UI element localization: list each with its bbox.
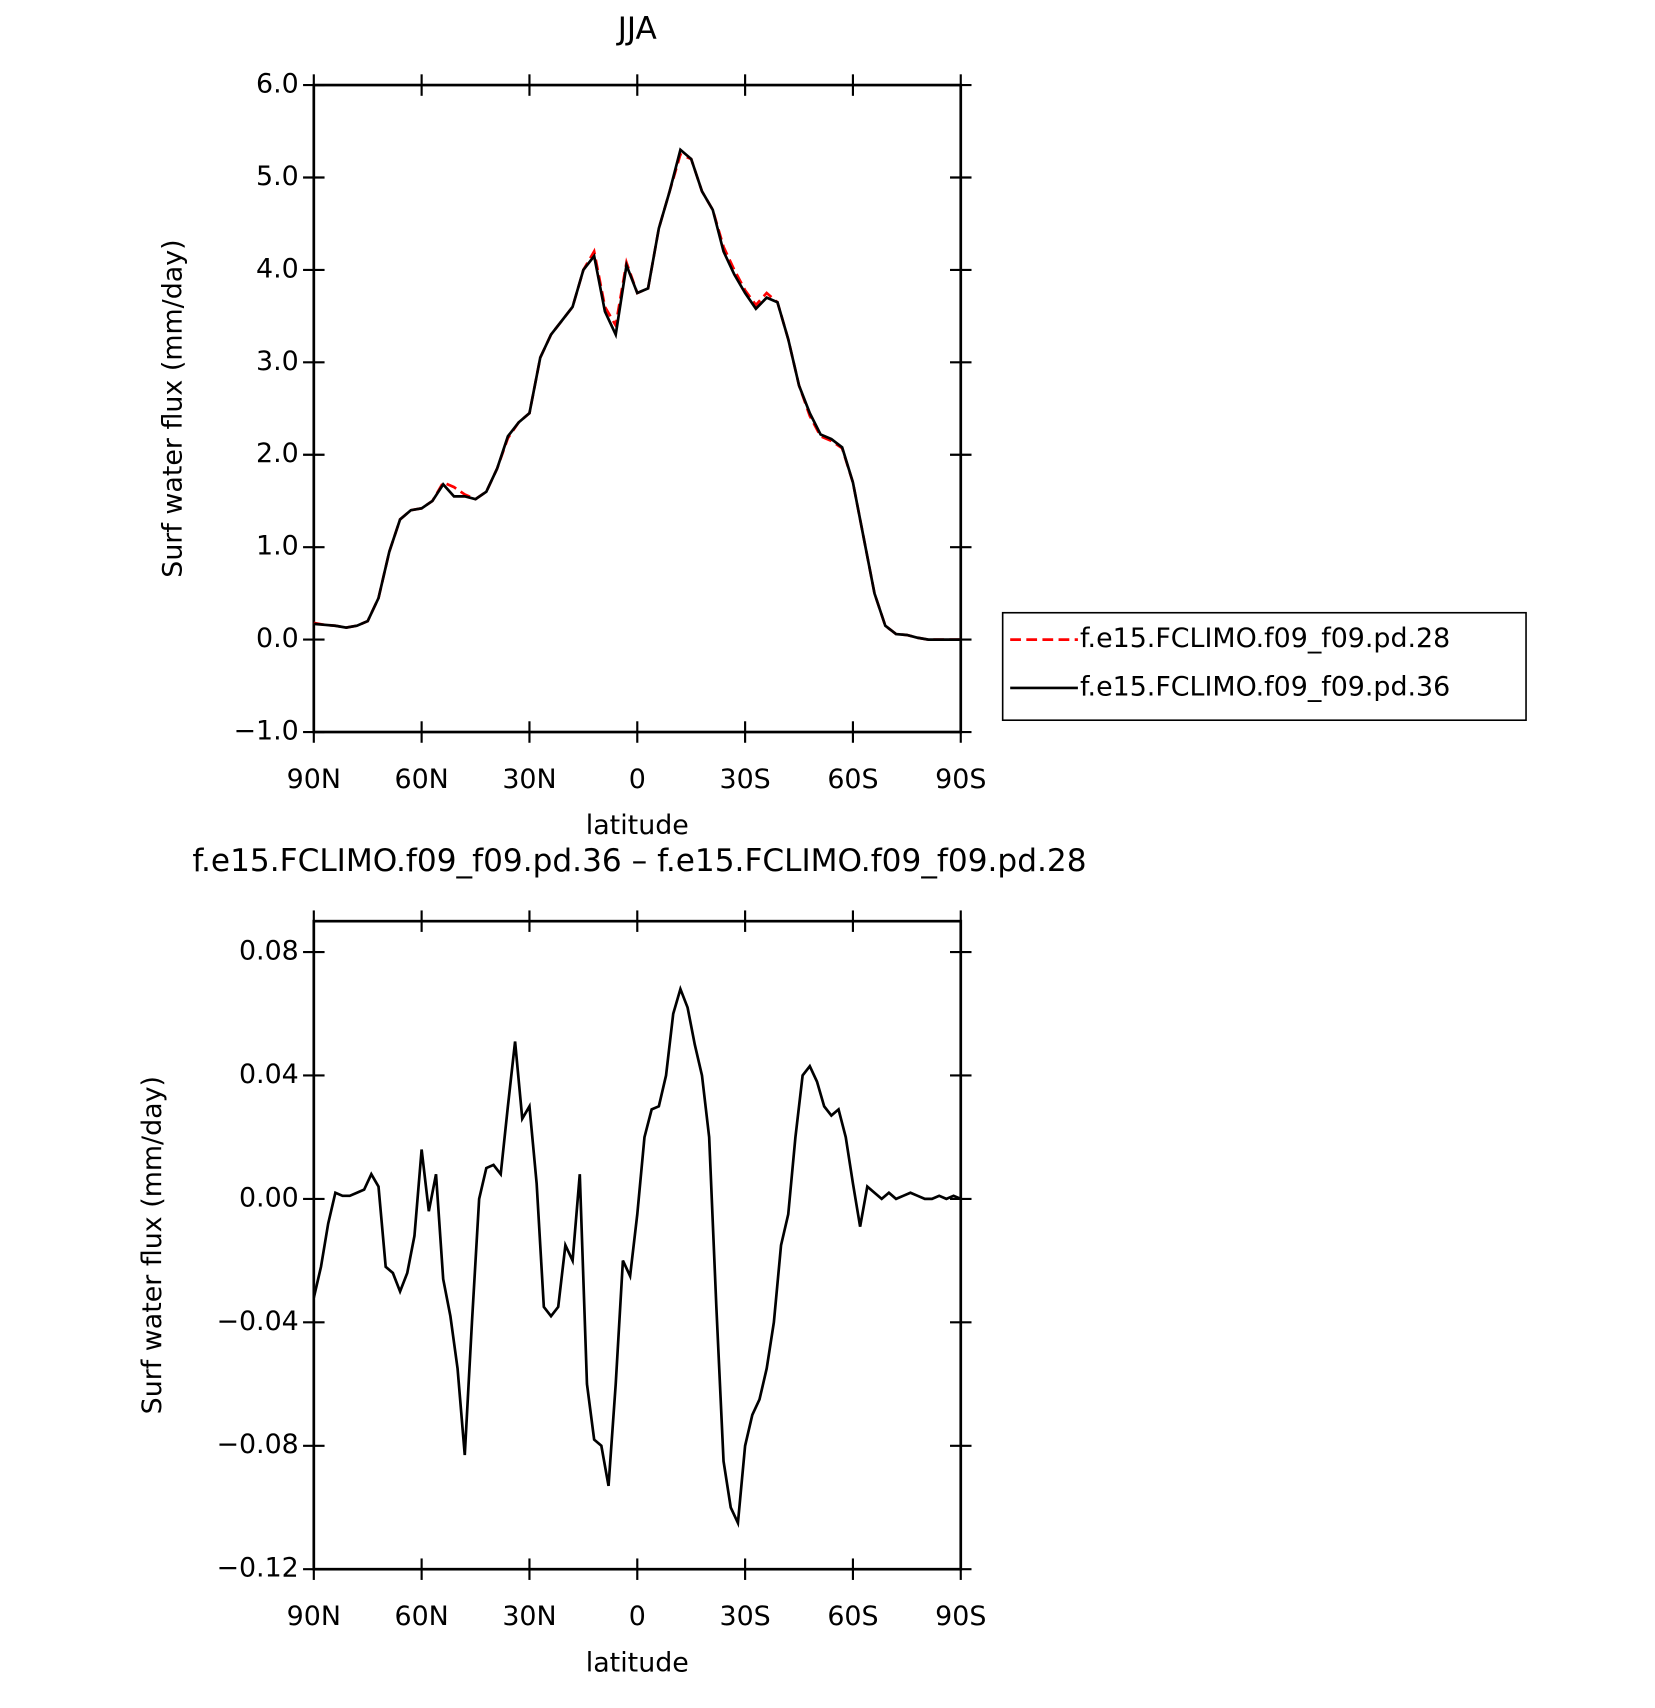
x-tick-label: 90N (287, 764, 341, 795)
y-tick-label: −1.0 (234, 716, 299, 747)
x-tick-label: 30N (502, 764, 556, 795)
legend-box (1001, 611, 1527, 722)
y-tick-label: 4.0 (256, 253, 299, 284)
y-tick-label: −0.12 (216, 1553, 298, 1584)
y-axis-label: Surf water flux (mm/day) (137, 1076, 168, 1414)
y-tick-label: 0.08 (239, 936, 299, 967)
legend-label: f.e15.FCLIMO.f09_f09.pd.28 (1080, 623, 1450, 654)
chart-title: f.e15.FCLIMO.f09_f09.pd.36 – f.e15.FCLIM… (192, 843, 1086, 879)
y-tick-label: −0.04 (216, 1306, 298, 1337)
x-axis-label: latitude (586, 1647, 689, 1678)
data-line (313, 147, 961, 641)
x-tick-label: 90S (935, 764, 986, 795)
y-tick-label: 1.0 (256, 531, 299, 562)
plot-frame (312, 919, 963, 1571)
x-tick-label: 60N (394, 1601, 448, 1632)
y-tick-label: 2.0 (256, 438, 299, 469)
legend-label: f.e15.FCLIMO.f09_f09.pd.36 (1080, 671, 1450, 702)
y-tick-label: 3.0 (256, 346, 299, 377)
y-tick-label: 0.04 (239, 1059, 299, 1090)
y-tick-label: 0.00 (239, 1182, 299, 1213)
y-tick-label: 5.0 (256, 161, 299, 192)
plot-frame (312, 83, 963, 734)
y-tick-label: −0.08 (216, 1429, 298, 1460)
x-tick-label: 60S (827, 1601, 878, 1632)
x-tick-label: 90S (935, 1601, 986, 1632)
data-line (313, 152, 961, 641)
y-axis-label: Surf water flux (mm/day) (158, 239, 189, 577)
chart-title: JJA (616, 11, 658, 47)
x-tick-label: 0 (629, 1601, 646, 1632)
x-tick-label: 60S (827, 764, 878, 795)
x-tick-label: 60N (394, 764, 448, 795)
x-tick-label: 30S (719, 1601, 770, 1632)
x-tick-label: 0 (629, 764, 646, 795)
y-tick-label: 0.0 (256, 623, 299, 654)
x-tick-label: 30N (502, 1601, 556, 1632)
y-tick-label: 6.0 (256, 69, 299, 100)
x-axis-label: latitude (586, 810, 689, 841)
x-tick-label: 90N (287, 1601, 341, 1632)
data-line (312, 984, 962, 1528)
x-tick-label: 30S (719, 764, 770, 795)
